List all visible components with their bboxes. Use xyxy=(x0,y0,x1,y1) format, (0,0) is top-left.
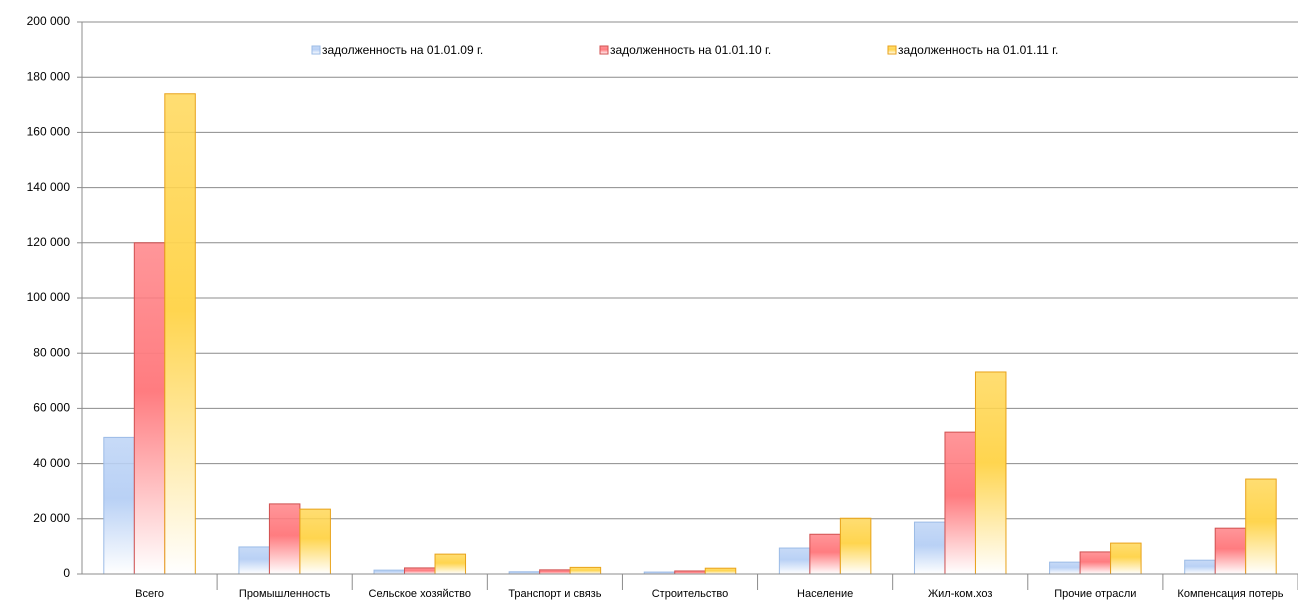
x-tick-label: Прочие отрасли xyxy=(1054,588,1136,600)
x-tick-label: Всего xyxy=(135,588,164,600)
bar xyxy=(404,567,436,575)
x-tick-label: Транспорт и связь xyxy=(508,588,601,600)
y-tick-label: 80 000 xyxy=(33,345,70,359)
bar xyxy=(1184,559,1216,575)
bar xyxy=(268,503,301,575)
bar xyxy=(974,371,1007,575)
legend-label: задолженность на 01.01.11 г. xyxy=(898,43,1058,57)
legend-swatch xyxy=(887,45,897,55)
bar xyxy=(373,569,406,575)
legend-label: задолженность на 01.01.09 г. xyxy=(322,43,483,57)
x-tick-label: Промышленность xyxy=(239,588,331,600)
y-tick-label: 180 000 xyxy=(27,69,71,83)
y-tick-label: 120 000 xyxy=(27,235,71,249)
bar xyxy=(1214,527,1247,575)
legend-swatch xyxy=(311,45,321,55)
y-tick-label: 40 000 xyxy=(33,456,70,470)
x-tick-label: Жил-ком.хоз xyxy=(928,588,992,600)
x-tick-label: Сельское хозяйство xyxy=(369,588,471,600)
legend-label: задолженность на 01.01.10 г. xyxy=(610,43,771,57)
x-tick-label: Компенсация потерь xyxy=(1177,588,1283,600)
bar xyxy=(434,553,467,575)
bar xyxy=(778,547,811,575)
y-tick-label: 60 000 xyxy=(33,401,70,415)
bar xyxy=(103,436,135,575)
legend-swatch xyxy=(599,45,609,55)
bar xyxy=(839,517,872,575)
bar xyxy=(704,567,737,575)
bar xyxy=(1079,551,1112,575)
bar xyxy=(164,93,196,575)
y-tick-label: 160 000 xyxy=(27,125,71,139)
y-tick-label: 200 000 xyxy=(27,14,71,28)
bar xyxy=(133,242,166,575)
bar xyxy=(539,569,571,575)
y-tick-label: 100 000 xyxy=(27,290,71,304)
bar xyxy=(913,521,946,575)
y-tick-label: 0 xyxy=(63,566,70,580)
y-tick-label: 20 000 xyxy=(33,511,70,525)
bar xyxy=(299,508,331,575)
bar xyxy=(238,546,270,575)
x-tick-label: Население xyxy=(797,588,853,600)
bar xyxy=(569,566,602,575)
bar xyxy=(1110,542,1142,575)
bar xyxy=(1049,561,1081,575)
y-tick-label: 140 000 xyxy=(27,180,71,194)
x-tick-label: Строительство xyxy=(652,588,729,600)
bar xyxy=(944,431,976,575)
bar xyxy=(1245,478,1277,575)
bar xyxy=(809,533,841,575)
